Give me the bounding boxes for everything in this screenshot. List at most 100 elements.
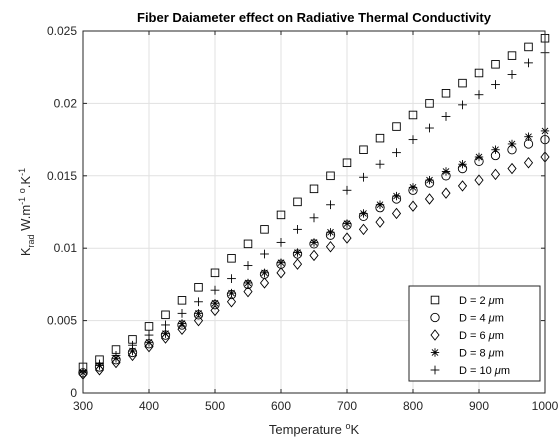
ticks: 300 400 500 600 700 800 900 1000 0 0.005 0.01 0.015… <box>47 24 558 413</box>
y-tick-label: 0.02 <box>54 96 78 110</box>
data-point <box>227 254 236 263</box>
data-point <box>293 224 302 234</box>
data-point <box>193 314 204 327</box>
data-point <box>425 123 434 133</box>
x-axis-title-tail: K <box>350 422 359 437</box>
data-point <box>458 78 467 88</box>
data-point <box>458 160 467 169</box>
data-point <box>491 145 500 154</box>
data-point <box>358 223 369 236</box>
data-point <box>507 51 517 60</box>
data-layer <box>78 33 550 380</box>
legend: D = 2 μm D = 4 μm D = 6 μm D = 8 μm D = 10 μ… <box>408 285 541 382</box>
data-point <box>424 193 435 205</box>
data-point <box>342 185 352 195</box>
data-point <box>309 249 319 262</box>
data-point <box>128 340 137 350</box>
data-point <box>177 296 187 305</box>
data-point <box>408 200 418 212</box>
data-point <box>260 249 269 259</box>
data-point <box>194 297 203 307</box>
data-point <box>457 180 468 192</box>
data-point <box>507 70 517 79</box>
data-point <box>392 122 401 131</box>
legend-label: D = 6 μm <box>459 330 504 342</box>
legend-marker <box>430 348 440 357</box>
y-axis-title-sub: rad <box>26 234 36 247</box>
data-point <box>441 167 451 176</box>
x-axis-title-sup: o <box>345 421 350 431</box>
data-point <box>491 60 500 69</box>
legend-label: D = 2 μm <box>459 295 504 307</box>
data-point <box>474 68 484 78</box>
y-tick-label: 0.025 <box>47 24 77 38</box>
data-point <box>441 89 451 98</box>
legend-label: D = 10 μm <box>459 365 510 377</box>
plot-frame <box>82 30 546 394</box>
data-point <box>276 267 286 279</box>
data-point <box>309 238 319 247</box>
legend-label: D = 4 μm <box>459 313 504 325</box>
y-axis-title-units3: .K <box>18 176 33 189</box>
data-point <box>177 319 187 328</box>
data-point <box>325 241 336 253</box>
y-axis-title-units1: W.m <box>18 205 33 235</box>
y-axis-title-sup2: o <box>17 188 27 193</box>
data-point <box>359 172 368 182</box>
data-point <box>243 261 253 270</box>
legend-marker <box>430 329 440 341</box>
data-point <box>227 288 236 298</box>
data-point <box>276 258 286 267</box>
data-point <box>359 145 368 154</box>
data-point <box>326 171 335 181</box>
data-point <box>375 200 385 209</box>
data-point <box>243 285 253 298</box>
data-point <box>408 135 418 144</box>
data-point <box>210 268 220 278</box>
data-point <box>342 232 352 244</box>
legend-label: D = 8 μm <box>459 348 504 360</box>
data-point <box>326 200 335 210</box>
data-point <box>524 132 533 141</box>
data-point <box>524 42 533 52</box>
data-point <box>161 329 170 338</box>
data-point <box>259 277 270 289</box>
x-tick-label: 900 <box>469 399 489 413</box>
data-point <box>260 225 269 234</box>
y-tick-label: 0.015 <box>47 169 77 183</box>
data-point <box>210 304 220 317</box>
data-point <box>441 187 451 199</box>
x-tick-label: 300 <box>73 399 93 413</box>
data-point <box>293 248 302 257</box>
data-point <box>227 274 236 284</box>
data-point <box>391 207 402 220</box>
data-point <box>210 299 220 308</box>
data-point <box>161 320 170 330</box>
y-tick-label: 0.01 <box>54 241 78 255</box>
data-point <box>524 58 533 68</box>
series-1 <box>78 33 550 372</box>
data-point <box>95 359 104 369</box>
y-axis-title-sup3: -1 <box>17 168 27 176</box>
data-point <box>194 309 203 318</box>
x-tick-label: 500 <box>205 399 225 413</box>
data-point <box>342 219 352 228</box>
data-point <box>194 283 203 292</box>
data-point <box>161 310 170 320</box>
data-point <box>177 308 187 318</box>
data-point <box>375 133 385 143</box>
data-point <box>408 110 418 120</box>
data-point <box>408 183 418 192</box>
data-point <box>177 323 187 336</box>
data-point <box>144 330 154 340</box>
data-point <box>144 338 154 347</box>
data-point <box>309 184 319 194</box>
x-tick-label: 600 <box>271 399 291 413</box>
data-point <box>243 239 253 249</box>
data-point <box>342 158 352 168</box>
data-point <box>523 157 534 169</box>
x-axis-title: Temperature oK <box>269 421 360 437</box>
data-point <box>491 80 500 89</box>
data-point <box>375 216 385 228</box>
